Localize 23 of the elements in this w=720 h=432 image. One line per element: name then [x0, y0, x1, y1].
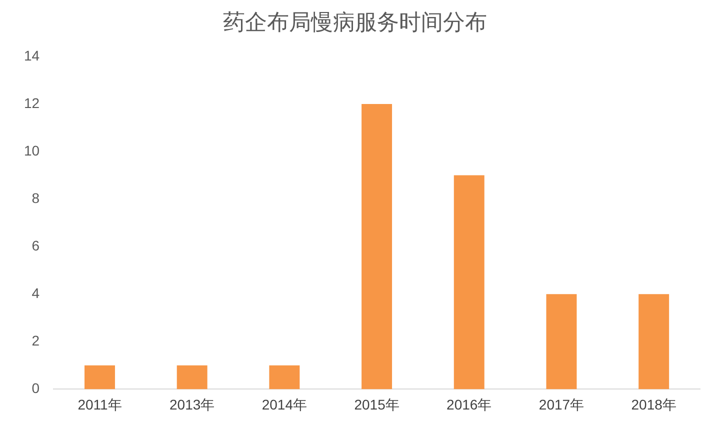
bar — [638, 294, 670, 390]
y-tick-label: 0 — [32, 380, 40, 396]
y-tick-label: 4 — [32, 284, 40, 301]
bar — [546, 294, 577, 390]
y-tick-label: 14 — [24, 47, 40, 64]
y-tick-label: 12 — [24, 94, 40, 111]
x-tick-label: 2015年 — [354, 396, 400, 412]
x-tick-label: 2014年 — [262, 396, 308, 412]
bar — [176, 365, 208, 390]
x-tick-label: 2011年 — [78, 396, 122, 412]
bar — [269, 365, 300, 390]
x-tick-label: 2017年 — [538, 396, 584, 412]
chart-title: 药企布局慢病服务时间分布 — [223, 9, 487, 34]
bar — [84, 365, 115, 390]
bar — [454, 175, 484, 390]
y-tick-label: 10 — [24, 142, 40, 158]
y-tick-label: 2 — [32, 332, 40, 349]
x-tick-label: 2018年 — [631, 396, 676, 412]
y-tick-label: 8 — [32, 190, 40, 206]
bar — [362, 104, 392, 390]
x-tick-label: 2013年 — [170, 396, 215, 412]
x-tick-label: 2016年 — [446, 396, 492, 412]
y-tick-label: 6 — [32, 237, 40, 254]
